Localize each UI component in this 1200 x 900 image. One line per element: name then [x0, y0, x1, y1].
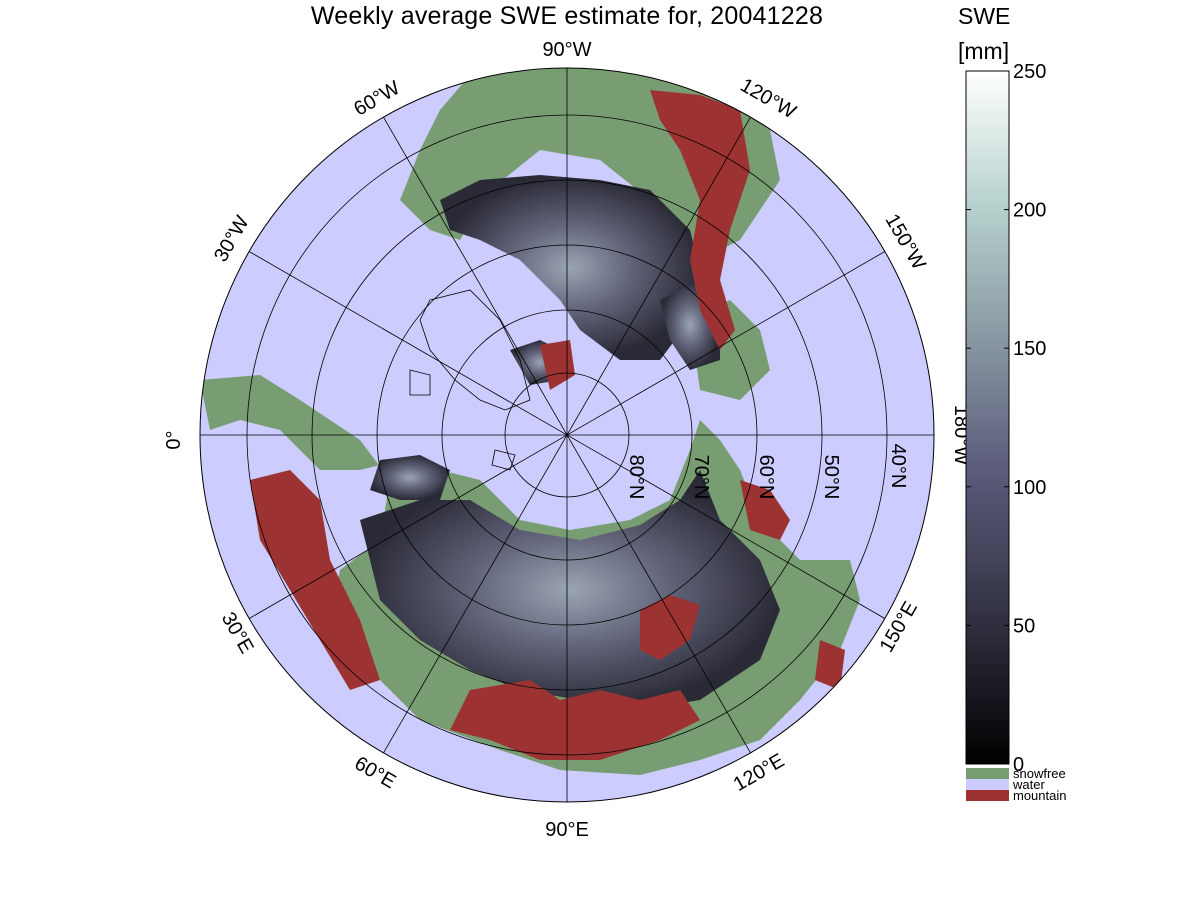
colorbar-title: SWE — [958, 3, 1011, 29]
lon-label-90w: 90°W — [542, 39, 591, 61]
colorbar-tick-label: 0 — [1013, 754, 1024, 776]
graticule — [200, 68, 934, 802]
legend-label-mountain: mountain — [1013, 788, 1066, 803]
colorbar-gradient — [965, 70, 1010, 765]
legend-swatch-mountain — [966, 790, 1009, 801]
legend-label-water: water — [1012, 777, 1045, 792]
map-disc — [199, 67, 935, 803]
lat-label-50n: 50°N — [820, 455, 842, 500]
colorbar-ticks: 0 50 100 150 200 250 — [966, 61, 1046, 776]
colorbar-tick-label: 50 — [1013, 615, 1035, 637]
colorbar: 0 50 100 150 200 250 — [965, 61, 1046, 776]
greenland-outline — [409, 289, 531, 471]
colorbar-tick-label: 150 — [1013, 338, 1046, 360]
mountain-areas — [250, 90, 845, 760]
map-border — [199, 67, 935, 803]
legend-swatch-snowfree — [966, 768, 1009, 779]
lon-label-90e: 90°E — [545, 819, 589, 841]
lon-label-0: 0° — [163, 430, 185, 449]
latitude-labels: 80°N 70°N 60°N 50°N 40°N — [625, 444, 909, 500]
map-title: Weekly average SWE estimate for, 2004122… — [310, 2, 824, 30]
colorbar-tick-label: 200 — [1013, 200, 1046, 222]
lat-label-60n: 60°N — [755, 455, 777, 500]
lon-label-60e: 60°E — [351, 752, 400, 793]
colorbar-tick-label: 100 — [1013, 477, 1046, 499]
legend-label-snowfree: snowfree — [1013, 766, 1066, 781]
snow-covered-land — [360, 175, 780, 710]
colorbar-unit: [mm] — [958, 38, 1010, 64]
legend-swatch-water — [966, 779, 1009, 790]
lat-label-80n: 80°N — [625, 455, 647, 500]
lat-label-40n: 40°N — [887, 444, 909, 489]
meridian-150w-30e — [248, 251, 886, 619]
lat-label-70n: 70°N — [690, 455, 712, 500]
colorbar-tick-label: 250 — [1013, 61, 1046, 83]
